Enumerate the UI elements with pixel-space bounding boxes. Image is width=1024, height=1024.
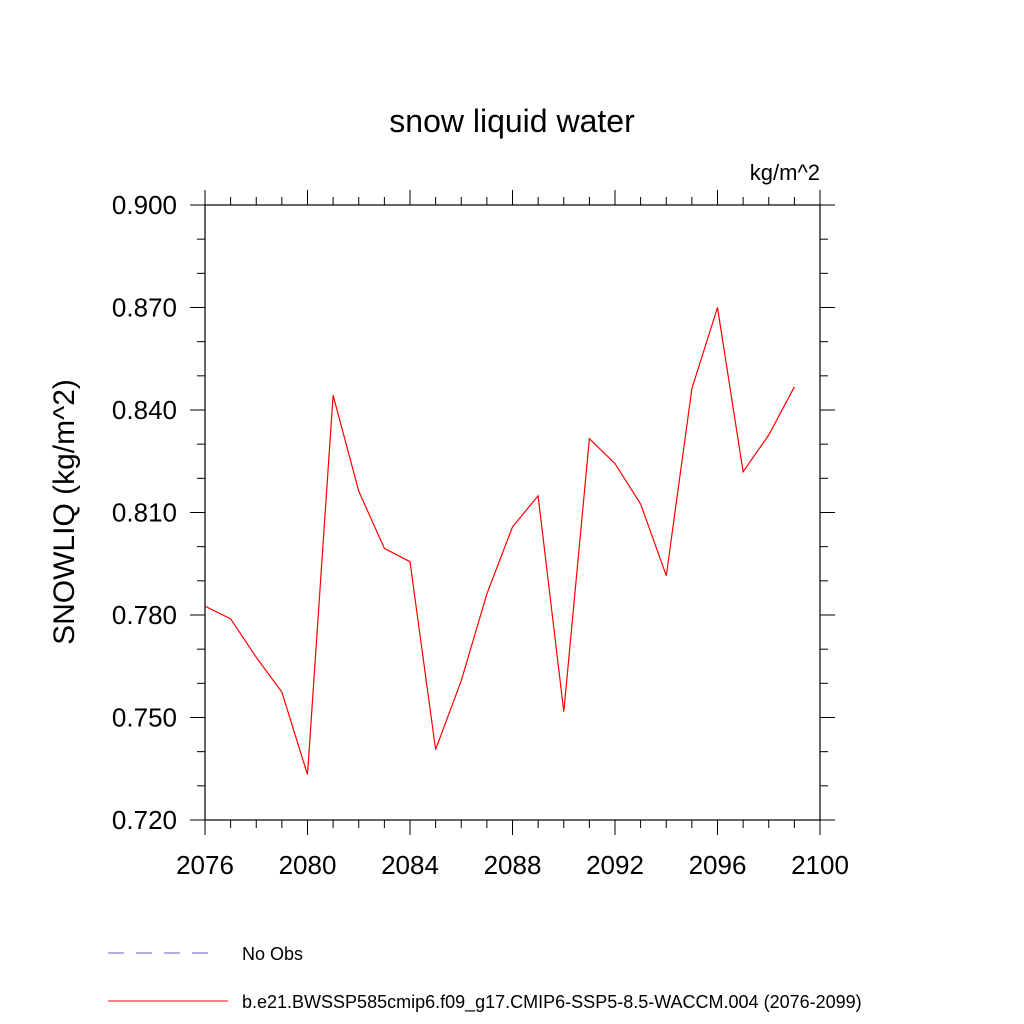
tick-labels: 2076 2080 2084 2088 2092 2096 2100 0.720 0.750 0.…	[112, 190, 849, 880]
y-tick-label: 0.780	[112, 600, 177, 630]
legend-label-no-obs: No Obs	[242, 944, 303, 964]
units-label: kg/m^2	[750, 160, 820, 185]
x-tick-label: 2076	[176, 850, 234, 880]
y-tick-label: 0.810	[112, 498, 177, 528]
y-tick-label: 0.720	[112, 805, 177, 835]
legend: No Obs b.e21.BWSSP585cmip6.f09_g17.CMIP6…	[108, 944, 862, 1013]
x-tick-label: 2084	[381, 850, 439, 880]
legend-label-series: b.e21.BWSSP585cmip6.f09_g17.CMIP6-SSP5-8…	[242, 992, 862, 1013]
y-tick-label: 0.840	[112, 395, 177, 425]
chart-title: snow liquid water	[389, 103, 635, 139]
series-layer	[204, 307, 795, 775]
x-tick-label: 2080	[279, 850, 337, 880]
x-tick-label: 2100	[791, 850, 849, 880]
series-line	[204, 307, 795, 775]
plot-frame	[204, 204, 821, 821]
x-tick-label: 2092	[586, 850, 644, 880]
y-axis-label: SNOWLIQ (kg/m^2)	[48, 379, 81, 645]
y-tick-label: 0.750	[112, 703, 177, 733]
y-tick-label: 0.870	[112, 293, 177, 323]
x-tick-label: 2088	[484, 850, 542, 880]
axis-ticks	[190, 190, 835, 835]
y-tick-label: 0.900	[112, 190, 177, 220]
x-tick-label: 2096	[689, 850, 747, 880]
